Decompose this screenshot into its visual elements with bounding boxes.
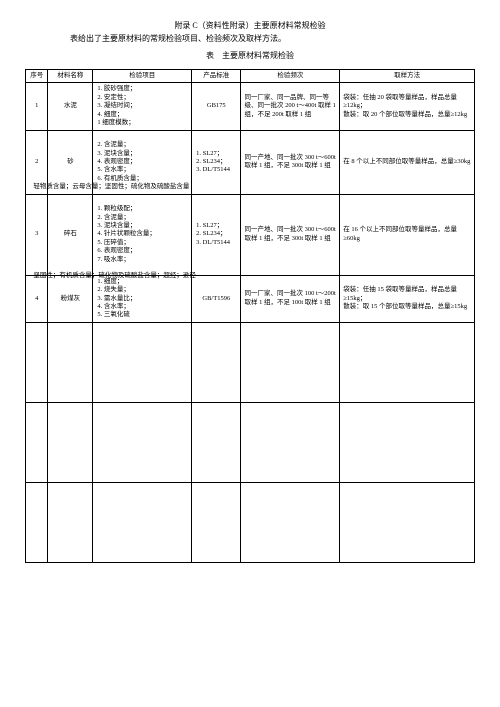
cell-inspection: 2. 含泥量； 3. 泥块含量； 4. 表观密度； 5. 含水率； 6. 有机质…: [93, 130, 192, 194]
cell-inspection: 1. 胶砂强度； 2. 安定性； 3. 凝结时间； 4. 细度； 1 细度模数；: [93, 83, 192, 130]
empty-cell: [192, 322, 241, 402]
empty-cell: [93, 482, 192, 562]
table-row: 1 水泥 1. 胶砂强度； 2. 安定性； 3. 凝结时间； 4. 细度； 1 …: [26, 83, 475, 130]
cell-inspection: 1. 颗粒级配； 2. 含泥量； 3. 泥块含量； 4. 针片状颗粒含量； 5.…: [93, 194, 192, 275]
cell-standard: GB/T1596: [192, 275, 241, 322]
cell-method: 在 8 个以上不同部位取等量样品，总量≥30kg: [340, 130, 475, 194]
empty-cell: [48, 322, 93, 402]
table-row-empty: [26, 402, 475, 482]
cell-name: 水泥: [48, 83, 93, 130]
cell-frequency: 同一厂家、同一品牌、同一等级、同一批次 200 t～400t 取样 1 组，不足…: [241, 83, 340, 130]
empty-cell: [241, 322, 340, 402]
empty-cell: [93, 322, 192, 402]
cell-name: 碎石: [48, 194, 93, 275]
empty-cell: [340, 402, 475, 482]
table-header-row: 序号 材料名称 检验项目 产品标准 检验频次 取样方法: [26, 70, 475, 83]
col-header-inspection: 检验项目: [93, 70, 192, 83]
cell-name: 粉煤灰: [48, 275, 93, 322]
col-header-standard: 产品标准: [192, 70, 241, 83]
title-line-2: 表给出了主要原材料的常规检验项目、检验频次及取样方法。: [25, 33, 475, 44]
table-row: 2 砂 2. 含泥量； 3. 泥块含量； 4. 表观密度； 5. 含水率； 6.…: [26, 130, 475, 194]
empty-cell: [241, 482, 340, 562]
col-header-method: 取样方法: [340, 70, 475, 83]
cell-seq: 4: [26, 275, 48, 322]
empty-cell: [340, 322, 475, 402]
cell-inspection: 1. 细度； 2. 烧失量； 3. 需水量比； 4. 含水率； 5. 三氧化硫: [93, 275, 192, 322]
cell-standard: 1. SL27； 2. SL234； 3. DL/T5144: [192, 130, 241, 194]
materials-table: 序号 材料名称 检验项目 产品标准 检验频次 取样方法 1 水泥 1. 胶砂强度…: [25, 69, 475, 563]
empty-cell: [192, 402, 241, 482]
table-row: 4 粉煤灰 1. 细度； 2. 烧失量； 3. 需水量比； 4. 含水率； 5.…: [26, 275, 475, 322]
cell-method: 袋装：任抽 20 袋取等量样品，样品总量≥12kg； 散装：取 20 个部位取等…: [340, 83, 475, 130]
title-line-1: 附录 C（资料性附录）主要原材料常规检验: [25, 20, 475, 31]
empty-cell: [48, 482, 93, 562]
title-line-3: 表 主要原材料常规检验: [25, 50, 475, 61]
cell-standard: GB175: [192, 83, 241, 130]
empty-cell: [93, 402, 192, 482]
col-header-frequency: 检验频次: [241, 70, 340, 83]
cell-seq: 3: [26, 194, 48, 275]
cell-seq: 1: [26, 83, 48, 130]
extra-inspection-overlay: 坚固性；有机质含量；硫化物及硫酸盐含量；超经；逊径: [33, 272, 196, 280]
col-header-seq: 序号: [26, 70, 48, 83]
cell-standard: 1. SL27； 2. SL234； 3. DL/T5144: [192, 194, 241, 275]
cell-method: 袋装：任抽 15 袋取等量样品，样品总量≥15kg； 散装：取 15 个部位取等…: [340, 275, 475, 322]
table-row: 3 碎石 1. 颗粒级配； 2. 含泥量； 3. 泥块含量； 4. 针片状颗粒含…: [26, 194, 475, 275]
empty-cell: [26, 402, 48, 482]
empty-cell: [26, 322, 48, 402]
empty-cell: [340, 482, 475, 562]
empty-cell: [26, 482, 48, 562]
table-row-empty: [26, 322, 475, 402]
cell-inspection-text: 1. 颗粒级配； 2. 含泥量； 3. 泥块含量； 4. 针片状颗粒含量； 5.…: [97, 205, 156, 263]
cell-frequency: 同一产地、同一批次 300 t～600t 取样 1 组，不足 300t 取样 1…: [241, 194, 340, 275]
col-header-name: 材料名称: [48, 70, 93, 83]
cell-inspection-text: 2. 含泥量； 3. 泥块含量； 4. 表观密度； 5. 含水率； 6. 有机质…: [97, 141, 143, 182]
empty-cell: [48, 402, 93, 482]
table-row-empty: [26, 482, 475, 562]
cell-frequency: 同一产地、同一批次 300 t～600t 取样 1 组，不足 300t 取样 1…: [241, 130, 340, 194]
extra-inspection-overlay: 轻物质含量；云母含量；坚固性；硫化物及硫酸盐含量: [33, 183, 189, 191]
cell-frequency: 同一厂家、同一批次 100 t～200t 取样 1 组，不足 100t 取样 1…: [241, 275, 340, 322]
cell-method: 在 16 个以上不同部位取等量样品，总量≥60kg: [340, 194, 475, 275]
empty-cell: [192, 482, 241, 562]
empty-cell: [241, 402, 340, 482]
